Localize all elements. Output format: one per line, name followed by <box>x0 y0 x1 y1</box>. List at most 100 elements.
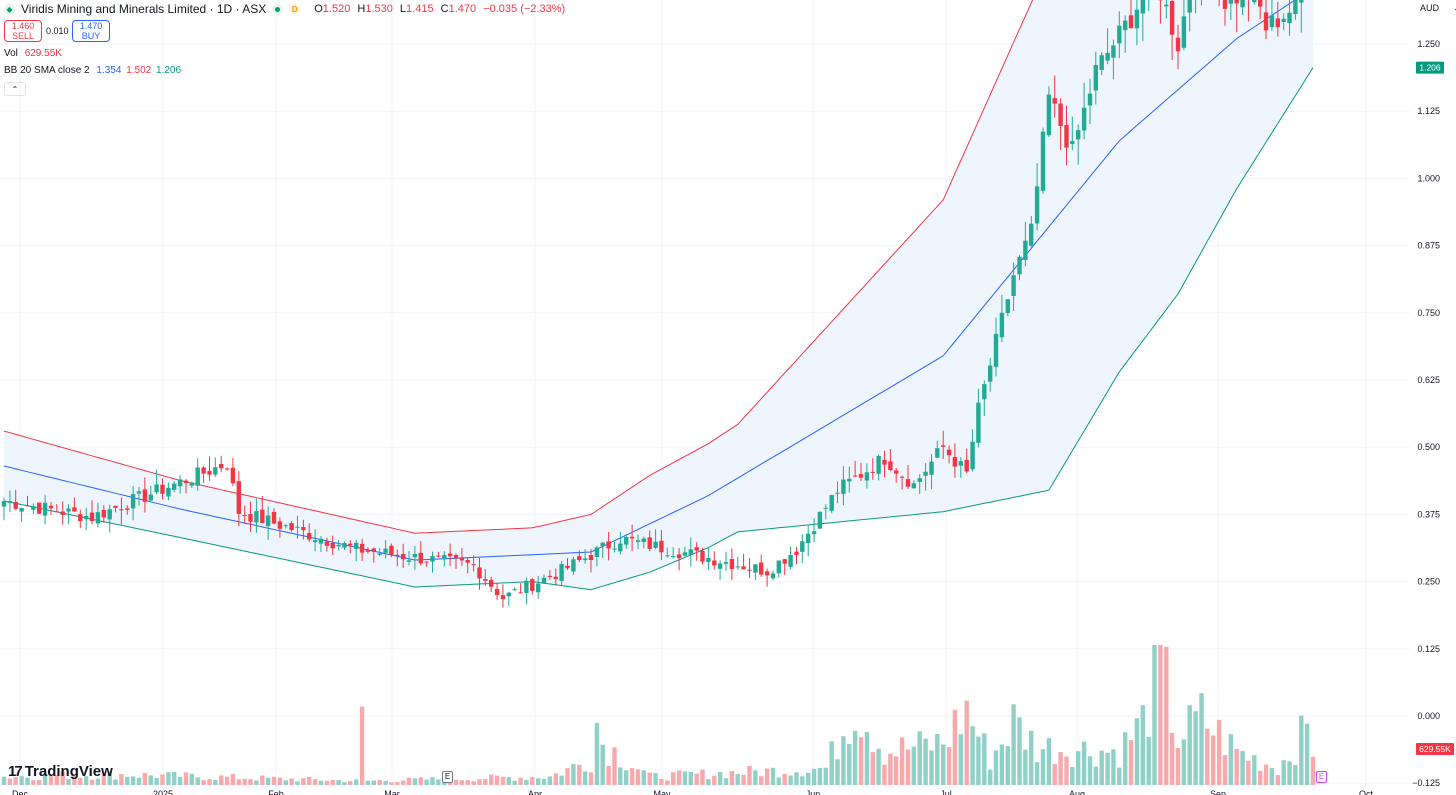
candle-body <box>183 480 189 484</box>
candle-body <box>301 527 306 531</box>
candle-body <box>125 508 130 510</box>
volume-bar <box>224 776 230 785</box>
candle-body <box>342 543 347 548</box>
volume-bar <box>1040 749 1046 785</box>
candle-body <box>348 543 353 546</box>
volume-bar <box>541 778 547 785</box>
chart-header: ◆ Viridis Mining and Minerals Limited · … <box>4 2 565 16</box>
currency-selector[interactable]: AUD⌄ <box>1420 3 1456 14</box>
sell-button[interactable]: 1.460 SELL <box>4 20 42 42</box>
candle-body <box>489 579 494 587</box>
tradingview-logo-icon: 17 <box>8 763 23 780</box>
volume-bar <box>401 780 406 785</box>
candle-body <box>160 484 165 494</box>
volume-bar <box>1023 749 1028 785</box>
bollinger-basis-line <box>3 0 1297 561</box>
candle-body <box>665 555 670 557</box>
candle-body <box>835 492 840 494</box>
symbol-title[interactable]: Viridis Mining and Minerals Limited · 1D… <box>21 2 267 16</box>
candle-body <box>1046 94 1052 136</box>
volume-bar <box>1064 756 1069 785</box>
volume-bar <box>629 768 635 785</box>
tradingview-logo[interactable]: 17 TradingView <box>8 763 113 780</box>
candle-body <box>1076 130 1081 140</box>
x-tick-label: Oct <box>1359 789 1374 795</box>
collapse-legend-icon[interactable]: ⌃ <box>4 82 26 96</box>
candle-body <box>248 514 253 522</box>
volume-bar <box>829 741 834 785</box>
volume-bar <box>788 775 793 785</box>
volume-legend[interactable]: Vol 629.55K <box>4 48 62 59</box>
candle-body <box>354 542 359 549</box>
bollinger-legend[interactable]: BB 20 SMA close 2 1.354 1.502 1.206 <box>4 65 182 76</box>
buy-button[interactable]: 1.470 BUY <box>72 20 110 42</box>
candle-body <box>289 523 294 531</box>
volume-bar <box>166 772 171 785</box>
candle-body <box>882 459 887 465</box>
volume-bar <box>852 730 858 785</box>
candle-body <box>154 484 159 493</box>
volume-bar <box>424 779 429 785</box>
volume-bar <box>588 772 594 785</box>
volume-bar <box>547 776 553 785</box>
volume-bar <box>1304 723 1310 785</box>
candle-body <box>641 538 646 542</box>
spread-value: 0.010 <box>46 26 69 36</box>
volume-bar <box>682 771 688 785</box>
candle-body <box>447 553 453 557</box>
volume-bar <box>694 773 699 785</box>
candle-body <box>518 592 523 594</box>
volume-bar <box>1111 749 1116 785</box>
candle-body <box>1128 15 1134 29</box>
candle-body <box>201 467 206 474</box>
volume-bar <box>1052 764 1057 785</box>
bollinger-band-fill <box>4 0 1313 590</box>
volume-bar <box>941 744 946 785</box>
chevron-down-icon: ⌄ <box>1453 3 1456 14</box>
x-tick-label: Dec <box>12 789 29 795</box>
volume-bar <box>759 776 764 785</box>
candle-body <box>195 467 200 486</box>
candle-body <box>588 555 594 560</box>
volume-bar <box>1246 760 1251 785</box>
delayed-badge[interactable]: D <box>289 3 301 15</box>
candle-body <box>13 501 18 509</box>
candle-body <box>424 561 429 563</box>
candle-body <box>459 558 465 561</box>
candle-body <box>706 558 711 563</box>
volume-bar <box>7 778 13 785</box>
x-tick-label: Jul <box>940 789 952 795</box>
volume-bar <box>506 777 511 785</box>
candle-body <box>359 543 365 553</box>
candle-body <box>582 558 588 561</box>
candle-body <box>700 550 705 562</box>
volume-bar <box>142 772 148 785</box>
earnings-marker-icon[interactable]: E <box>442 771 453 783</box>
candle-body <box>852 475 858 477</box>
candle-body <box>1269 15 1275 28</box>
volume-bar <box>899 737 905 785</box>
earnings-marker-icon[interactable]: E <box>1316 771 1327 783</box>
volume-bar <box>318 780 324 785</box>
volume-bar <box>671 772 676 785</box>
candle-body <box>565 565 570 569</box>
volume-bar <box>377 780 382 785</box>
candle-body <box>729 559 735 570</box>
candle-body <box>60 511 65 515</box>
volume-bar <box>84 776 89 785</box>
candle-body <box>941 445 946 447</box>
candle-body <box>242 515 247 516</box>
candle-body <box>776 560 781 574</box>
candle-body <box>905 479 911 487</box>
candle-body <box>494 588 500 596</box>
candle-body <box>1175 37 1181 52</box>
volume-bar <box>553 773 558 785</box>
volume-bar <box>207 779 212 785</box>
volume-bar <box>935 734 940 785</box>
volume-bar <box>1199 693 1204 785</box>
candle-body <box>723 562 729 564</box>
y-tick-label: 0.125 <box>1417 644 1440 654</box>
candle-body <box>659 540 664 553</box>
volume-bar <box>858 737 864 785</box>
